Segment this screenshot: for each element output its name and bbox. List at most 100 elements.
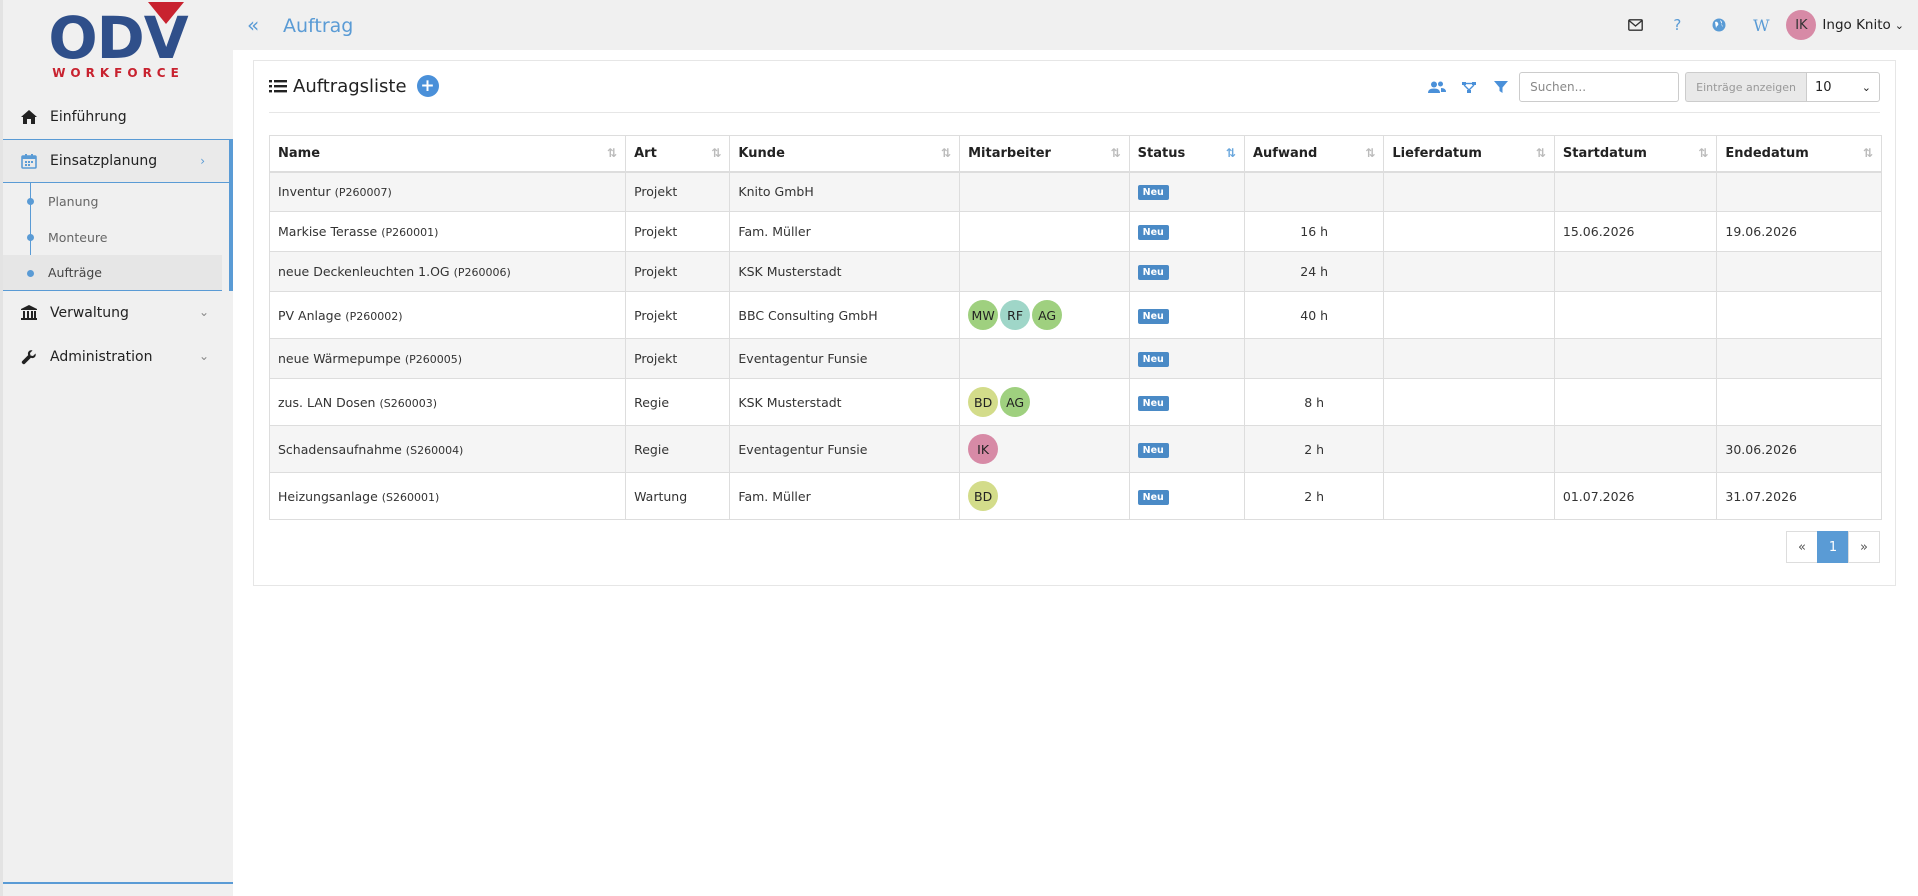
sidebar-item-einsatzplanung[interactable]: Einsatzplanung › <box>3 139 233 183</box>
cell-mitarbeiter <box>959 171 1130 212</box>
order-type: Projekt <box>634 351 678 366</box>
collapse-sidebar-icon[interactable]: « <box>247 13 260 37</box>
cell-art: Regie <box>625 378 731 426</box>
order-name: zus. LAN Dosen <box>278 394 376 410</box>
column-header-name[interactable]: Name ⇅ <box>268 135 627 173</box>
cell-startdatum <box>1553 291 1718 339</box>
cell-status: Neu <box>1128 425 1245 473</box>
cell-lieferdatum <box>1383 291 1555 339</box>
pagination: « 1 » <box>1786 531 1880 563</box>
pagination-next[interactable]: » <box>1848 531 1880 563</box>
column-header-art[interactable]: Art ⇅ <box>625 135 731 173</box>
sidebar-item-verwaltung[interactable]: Verwaltung ⌄ <box>3 291 233 335</box>
status-badge: Neu <box>1137 185 1169 201</box>
cell-art: Wartung <box>625 472 731 520</box>
help-icon[interactable]: ? <box>1673 16 1682 34</box>
chevron-down-icon: ⌄ <box>1861 80 1871 94</box>
table-row[interactable]: PV Anlage (P260002) Projekt BBC Consulting… <box>268 291 1882 339</box>
entries-select[interactable]: 10 ⌄ <box>1806 72 1880 102</box>
status-badge: Neu <box>1137 442 1169 458</box>
sort-icon: ⇅ <box>1698 146 1709 160</box>
cell-aufwand: 2 h <box>1243 425 1385 473</box>
user-menu[interactable]: IK Ingo Knito ⌄ <box>1786 10 1904 40</box>
bank-icon <box>19 303 39 323</box>
card-title: Auftragsliste + <box>269 75 439 97</box>
order-name: Schadensaufnahme <box>278 441 402 457</box>
order-name: Heizungsanlage <box>278 488 378 504</box>
column-header-kunde[interactable]: Kunde ⇅ <box>729 135 961 173</box>
order-customer: KSK Musterstadt <box>738 264 842 279</box>
pagination-prev[interactable]: « <box>1786 531 1818 563</box>
sidebar-item-einfuehrung[interactable]: Einführung <box>3 95 233 139</box>
cell-kunde: KSK Musterstadt <box>729 378 961 426</box>
order-start-date: 01.07.2026 <box>1562 488 1635 504</box>
logo[interactable]: ODV WORKFORCE <box>3 0 233 95</box>
order-customer: KSK Musterstadt <box>738 394 842 410</box>
column-header-lieferdatum[interactable]: Lieferdatum ⇅ <box>1383 135 1555 173</box>
cell-name: Schadensaufnahme (S260004) <box>268 425 627 473</box>
cell-mitarbeiter: BD AG <box>959 378 1130 426</box>
order-type: Regie <box>634 394 670 410</box>
column-header-endedatum[interactable]: Endedatum ⇅ <box>1716 135 1882 173</box>
order-type: Wartung <box>634 488 688 504</box>
filter-icon[interactable] <box>1485 72 1517 102</box>
table-row[interactable]: neue Wärmepumpe (P260005) Projekt Eventage… <box>268 338 1882 379</box>
add-order-button[interactable]: + <box>416 75 439 97</box>
cell-startdatum <box>1553 251 1718 292</box>
column-header-aufwand[interactable]: Aufwand ⇅ <box>1243 135 1385 173</box>
sidebar: ODV WORKFORCE Einführung Einsatzplanung … <box>0 0 233 896</box>
sidebar-subitem-auftraege[interactable]: Aufträge <box>3 255 222 291</box>
avatar: AG <box>1000 387 1031 417</box>
cell-startdatum <box>1553 425 1718 473</box>
order-customer: BBC Consulting GmbH <box>738 307 878 323</box>
pagination-page[interactable]: 1 <box>1817 531 1849 563</box>
column-header-startdatum[interactable]: Startdatum ⇅ <box>1553 135 1718 173</box>
sidebar-item-administration[interactable]: Administration ⌄ <box>3 335 233 379</box>
avatar: IK <box>968 434 999 464</box>
order-type: Projekt <box>634 224 678 239</box>
table-row[interactable]: Heizungsanlage (S260001) Wartung Fam. Müll… <box>268 472 1882 520</box>
table-row[interactable]: neue Deckenleuchten 1.OG (P260006) Projek… <box>268 251 1882 292</box>
cell-name: PV Anlage (P260002) <box>268 291 627 339</box>
cell-lieferdatum <box>1383 378 1555 426</box>
users-icon[interactable] <box>1421 72 1453 102</box>
sidebar-item-label: Verwaltung <box>50 305 129 321</box>
avatar: IK <box>1786 10 1817 40</box>
column-header-status[interactable]: Status ⇅ <box>1128 135 1245 173</box>
table-row[interactable]: Markise Terasse (P260001) Projekt Fam. Mül… <box>268 211 1882 252</box>
cell-name: neue Wärmepumpe (P260005) <box>268 338 627 379</box>
cell-endedatum: 19.06.2026 <box>1716 211 1882 252</box>
order-customer: Eventagentur Funsie <box>738 351 868 366</box>
cell-name: zus. LAN Dosen (S260003) <box>268 378 627 426</box>
order-code: (P260002) <box>345 309 403 323</box>
wrench-icon <box>19 347 39 367</box>
avatar: AG <box>1032 300 1063 330</box>
cell-art: Projekt <box>625 171 731 212</box>
order-name: Inventur <box>278 184 331 200</box>
search-input[interactable] <box>1519 72 1680 102</box>
topbar: « Auftrag ? W IK Ingo Knito ⌄ <box>233 0 1918 50</box>
cell-aufwand: 24 h <box>1243 251 1385 292</box>
cell-art: Projekt <box>625 251 731 292</box>
mail-icon[interactable] <box>1614 10 1656 40</box>
table-row[interactable]: zus. LAN Dosen (S260003) Regie KSK Musters… <box>268 378 1882 426</box>
bullet-icon <box>27 234 34 241</box>
sidebar-subitem-monteure[interactable]: Monteure <box>3 219 229 255</box>
wikipedia-icon[interactable]: W <box>1753 15 1770 35</box>
globe-icon[interactable] <box>1698 10 1740 40</box>
cell-aufwand: 8 h <box>1243 378 1385 426</box>
cell-startdatum <box>1553 338 1718 379</box>
sidebar-subitem-planung[interactable]: Planung <box>3 183 229 219</box>
table-row[interactable]: Inventur (P260007) Projekt Knito GmbH Neu <box>268 171 1882 212</box>
table-row[interactable]: Schadensaufnahme (S260004) Regie Eventagen… <box>268 425 1882 473</box>
cell-kunde: KSK Musterstadt <box>729 251 961 292</box>
cell-kunde: Fam. Müller <box>729 472 961 520</box>
sort-icon: ⇅ <box>1365 146 1376 160</box>
column-header-mitarbeiter[interactable]: Mitarbeiter ⇅ <box>959 135 1130 173</box>
share-nodes-icon[interactable] <box>1453 72 1485 102</box>
list-icon <box>269 80 287 93</box>
sort-icon: ⇅ <box>1535 146 1546 160</box>
order-name: neue Wärmepumpe <box>278 351 401 366</box>
cell-mitarbeiter: IK <box>959 425 1130 473</box>
cell-endedatum: 30.06.2026 <box>1716 425 1882 473</box>
